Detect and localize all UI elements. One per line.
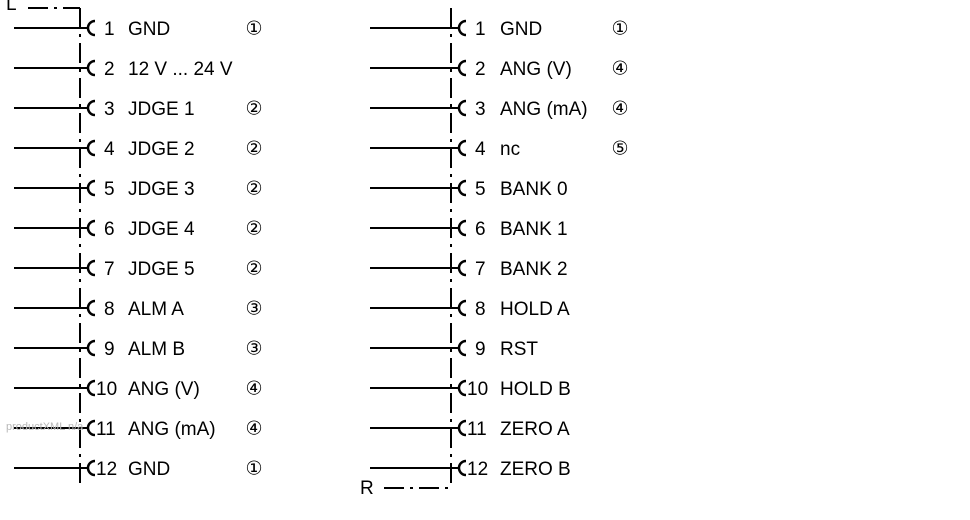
pin-name: HOLD A bbox=[500, 299, 570, 320]
pin-ref-circle: ④ bbox=[245, 419, 262, 440]
pin-ref-circle: ③ bbox=[245, 299, 262, 320]
pin-ref-circle: ② bbox=[245, 219, 262, 240]
pin-number: 4 bbox=[475, 139, 486, 160]
pin-ref-circle: ④ bbox=[611, 59, 628, 80]
pin-name: JDGE 2 bbox=[128, 139, 195, 160]
pin-ref-circle: ② bbox=[245, 99, 262, 120]
pin-name: BANK 0 bbox=[500, 179, 568, 200]
pin-name: ANG (V) bbox=[128, 379, 200, 400]
pin-name: ANG (mA) bbox=[500, 99, 588, 120]
pin-name: JDGE 3 bbox=[128, 179, 195, 200]
block-label-right: R bbox=[360, 478, 374, 499]
pin-number: 12 bbox=[96, 459, 117, 480]
pin-name: ZERO A bbox=[500, 419, 570, 440]
pin-name: RST bbox=[500, 339, 538, 360]
pin-name: ANG (mA) bbox=[128, 419, 216, 440]
pin-name: GND bbox=[128, 459, 170, 480]
pin-ref-circle: ② bbox=[245, 139, 262, 160]
pin-name: ANG (V) bbox=[500, 59, 572, 80]
pin-ref-circle: ① bbox=[245, 459, 262, 480]
pin-ref-circle: ④ bbox=[611, 99, 628, 120]
pin-name: BANK 2 bbox=[500, 259, 568, 280]
pin-name: ALM A bbox=[128, 299, 184, 320]
pin-name: ZERO B bbox=[500, 459, 571, 480]
pin-number: 9 bbox=[475, 339, 486, 360]
pinout-diagram: L 1 GND ① 2 12 V ... 24 V 3 JDGE 1 ② 4 JDGE 2 ② 5 JDG… bbox=[0, 0, 970, 520]
pin-number: 10 bbox=[467, 379, 488, 400]
pin-number: 3 bbox=[104, 99, 115, 120]
block-label-left: L bbox=[6, 0, 17, 15]
pin-name: GND bbox=[500, 19, 542, 40]
pin-number: 4 bbox=[104, 139, 115, 160]
pin-name: GND bbox=[128, 19, 170, 40]
pin-number: 10 bbox=[96, 379, 117, 400]
pin-number: 7 bbox=[104, 259, 115, 280]
pin-name: JDGE 1 bbox=[128, 99, 195, 120]
pin-ref-circle: ② bbox=[245, 259, 262, 280]
pin-number: 9 bbox=[104, 339, 115, 360]
pin-ref-circle: ① bbox=[245, 19, 262, 40]
pin-ref-circle: ⑤ bbox=[611, 139, 628, 160]
pin-number: 8 bbox=[104, 299, 115, 320]
pin-ref-circle: ③ bbox=[245, 339, 262, 360]
pin-name: HOLD B bbox=[500, 379, 571, 400]
pin-name: JDGE 4 bbox=[128, 219, 195, 240]
pin-number: 5 bbox=[475, 179, 486, 200]
pin-number: 5 bbox=[104, 179, 115, 200]
pin-ref-circle: ② bbox=[245, 179, 262, 200]
pin-number: 2 bbox=[475, 59, 486, 80]
pin-number: 6 bbox=[104, 219, 115, 240]
pin-name: nc bbox=[500, 139, 520, 160]
pin-ref-circle: ① bbox=[611, 19, 628, 40]
pin-number: 7 bbox=[475, 259, 486, 280]
pin-number: 1 bbox=[475, 19, 486, 40]
pin-number: 3 bbox=[475, 99, 486, 120]
pin-number: 12 bbox=[467, 459, 488, 480]
pin-number: 8 bbox=[475, 299, 486, 320]
watermark-text: productXML n/a bbox=[6, 421, 84, 433]
pin-number: 11 bbox=[96, 419, 116, 440]
pin-name: JDGE 5 bbox=[128, 259, 195, 280]
pin-number: 2 bbox=[104, 59, 115, 80]
pin-number: 1 bbox=[104, 19, 115, 40]
pin-name: BANK 1 bbox=[500, 219, 568, 240]
pin-number: 11 bbox=[467, 419, 487, 440]
pin-number: 6 bbox=[475, 219, 486, 240]
pin-name: 12 V ... 24 V bbox=[128, 59, 233, 80]
pin-name: ALM B bbox=[128, 339, 185, 360]
pin-ref-circle: ④ bbox=[245, 379, 262, 400]
